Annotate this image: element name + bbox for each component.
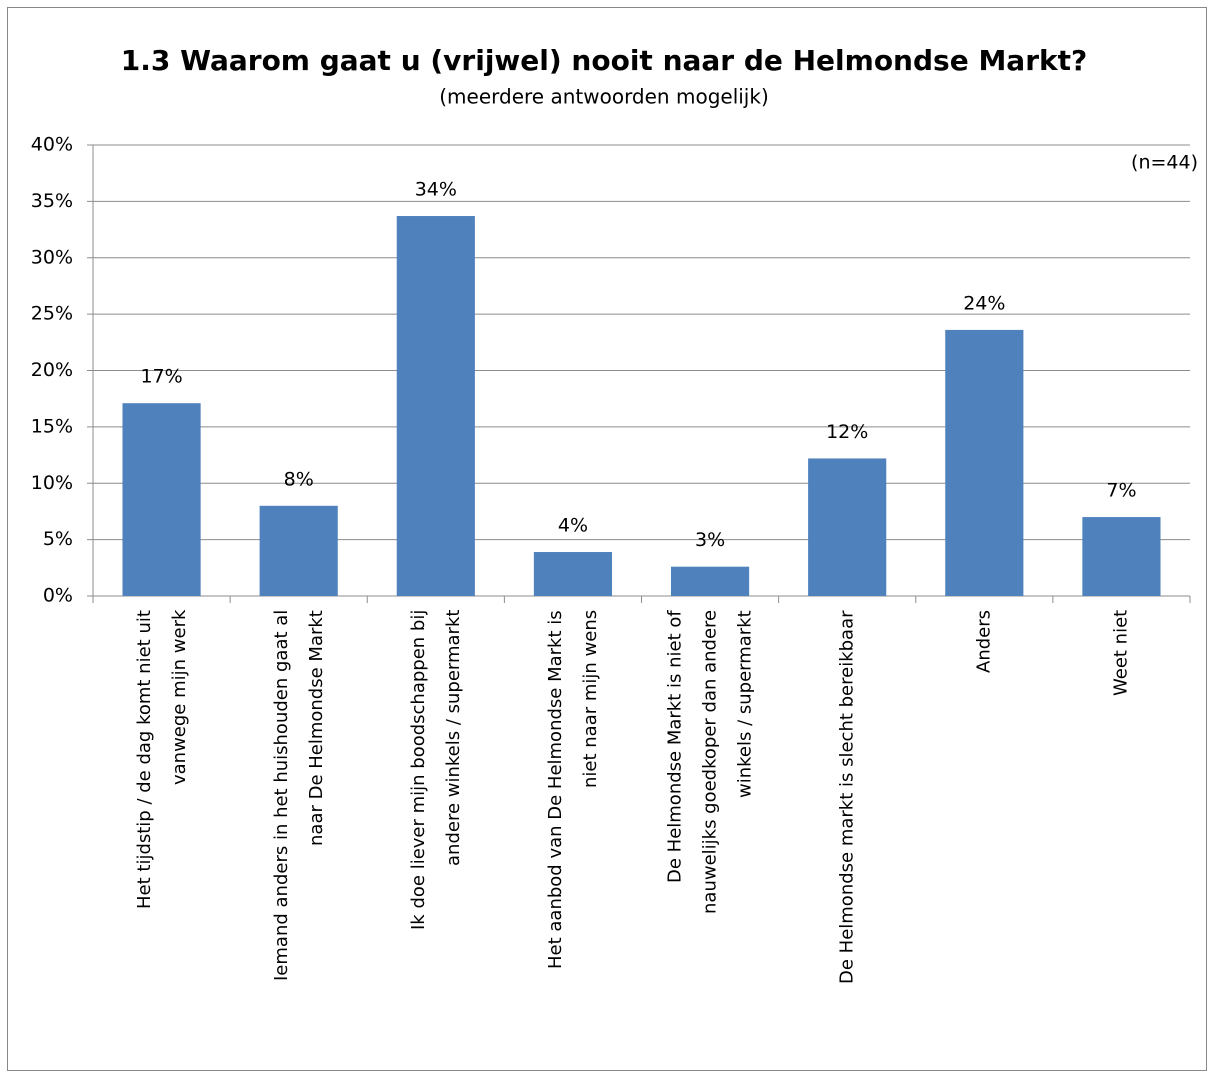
bar	[533, 552, 613, 596]
bar	[670, 566, 750, 596]
y-tick-label: 20%	[31, 359, 73, 381]
data-label: 24%	[963, 292, 1005, 314]
bar	[1082, 517, 1161, 596]
y-tick-label: 10%	[31, 472, 73, 494]
x-tick-label: Iemand anders in het huishouden gaat al …	[270, 610, 327, 982]
x-tick-label: Ik doe liever mijn boodschappen bij ande…	[407, 610, 464, 931]
data-label: 7%	[1106, 480, 1136, 502]
x-tick-label: Weet niet	[1110, 610, 1132, 697]
annotation: (n=44)	[1131, 152, 1198, 174]
chart-subtitle: (meerdere antwoorden mogelijk)	[439, 85, 769, 109]
y-tick-label: 5%	[43, 528, 73, 550]
y-tick-label: 35%	[31, 190, 73, 212]
bar	[396, 216, 475, 596]
data-label: 17%	[140, 366, 182, 388]
data-label: 8%	[284, 468, 314, 490]
bar	[259, 505, 338, 596]
y-tick-label: 0%	[43, 585, 73, 607]
y-tick-label: 30%	[31, 246, 73, 268]
y-tick-label: 40%	[31, 134, 73, 156]
y-tick-label: 15%	[31, 415, 73, 437]
data-label: 12%	[826, 421, 868, 443]
bar	[945, 329, 1024, 596]
data-label: 4%	[558, 515, 588, 537]
x-tick-label: Het tijdstip / de dag komt niet uit vanw…	[133, 610, 190, 909]
bar	[122, 403, 201, 596]
x-tick-label: De Helmondse markt is slecht bereikbaar	[836, 610, 858, 984]
y-tick-label: 25%	[31, 303, 73, 325]
x-tick-label: Het aanbod van De Helmondse Markt is nie…	[544, 610, 601, 969]
x-tick-label: De Helmondse Markt is niet of nauwelijks…	[664, 610, 756, 915]
data-label: 34%	[415, 179, 457, 201]
data-label: 3%	[695, 529, 725, 551]
chart-title: 1.3 Waarom gaat u (vrijwel) nooit naar d…	[121, 44, 1088, 77]
bar	[808, 458, 887, 596]
x-tick-label: Anders	[973, 610, 995, 673]
